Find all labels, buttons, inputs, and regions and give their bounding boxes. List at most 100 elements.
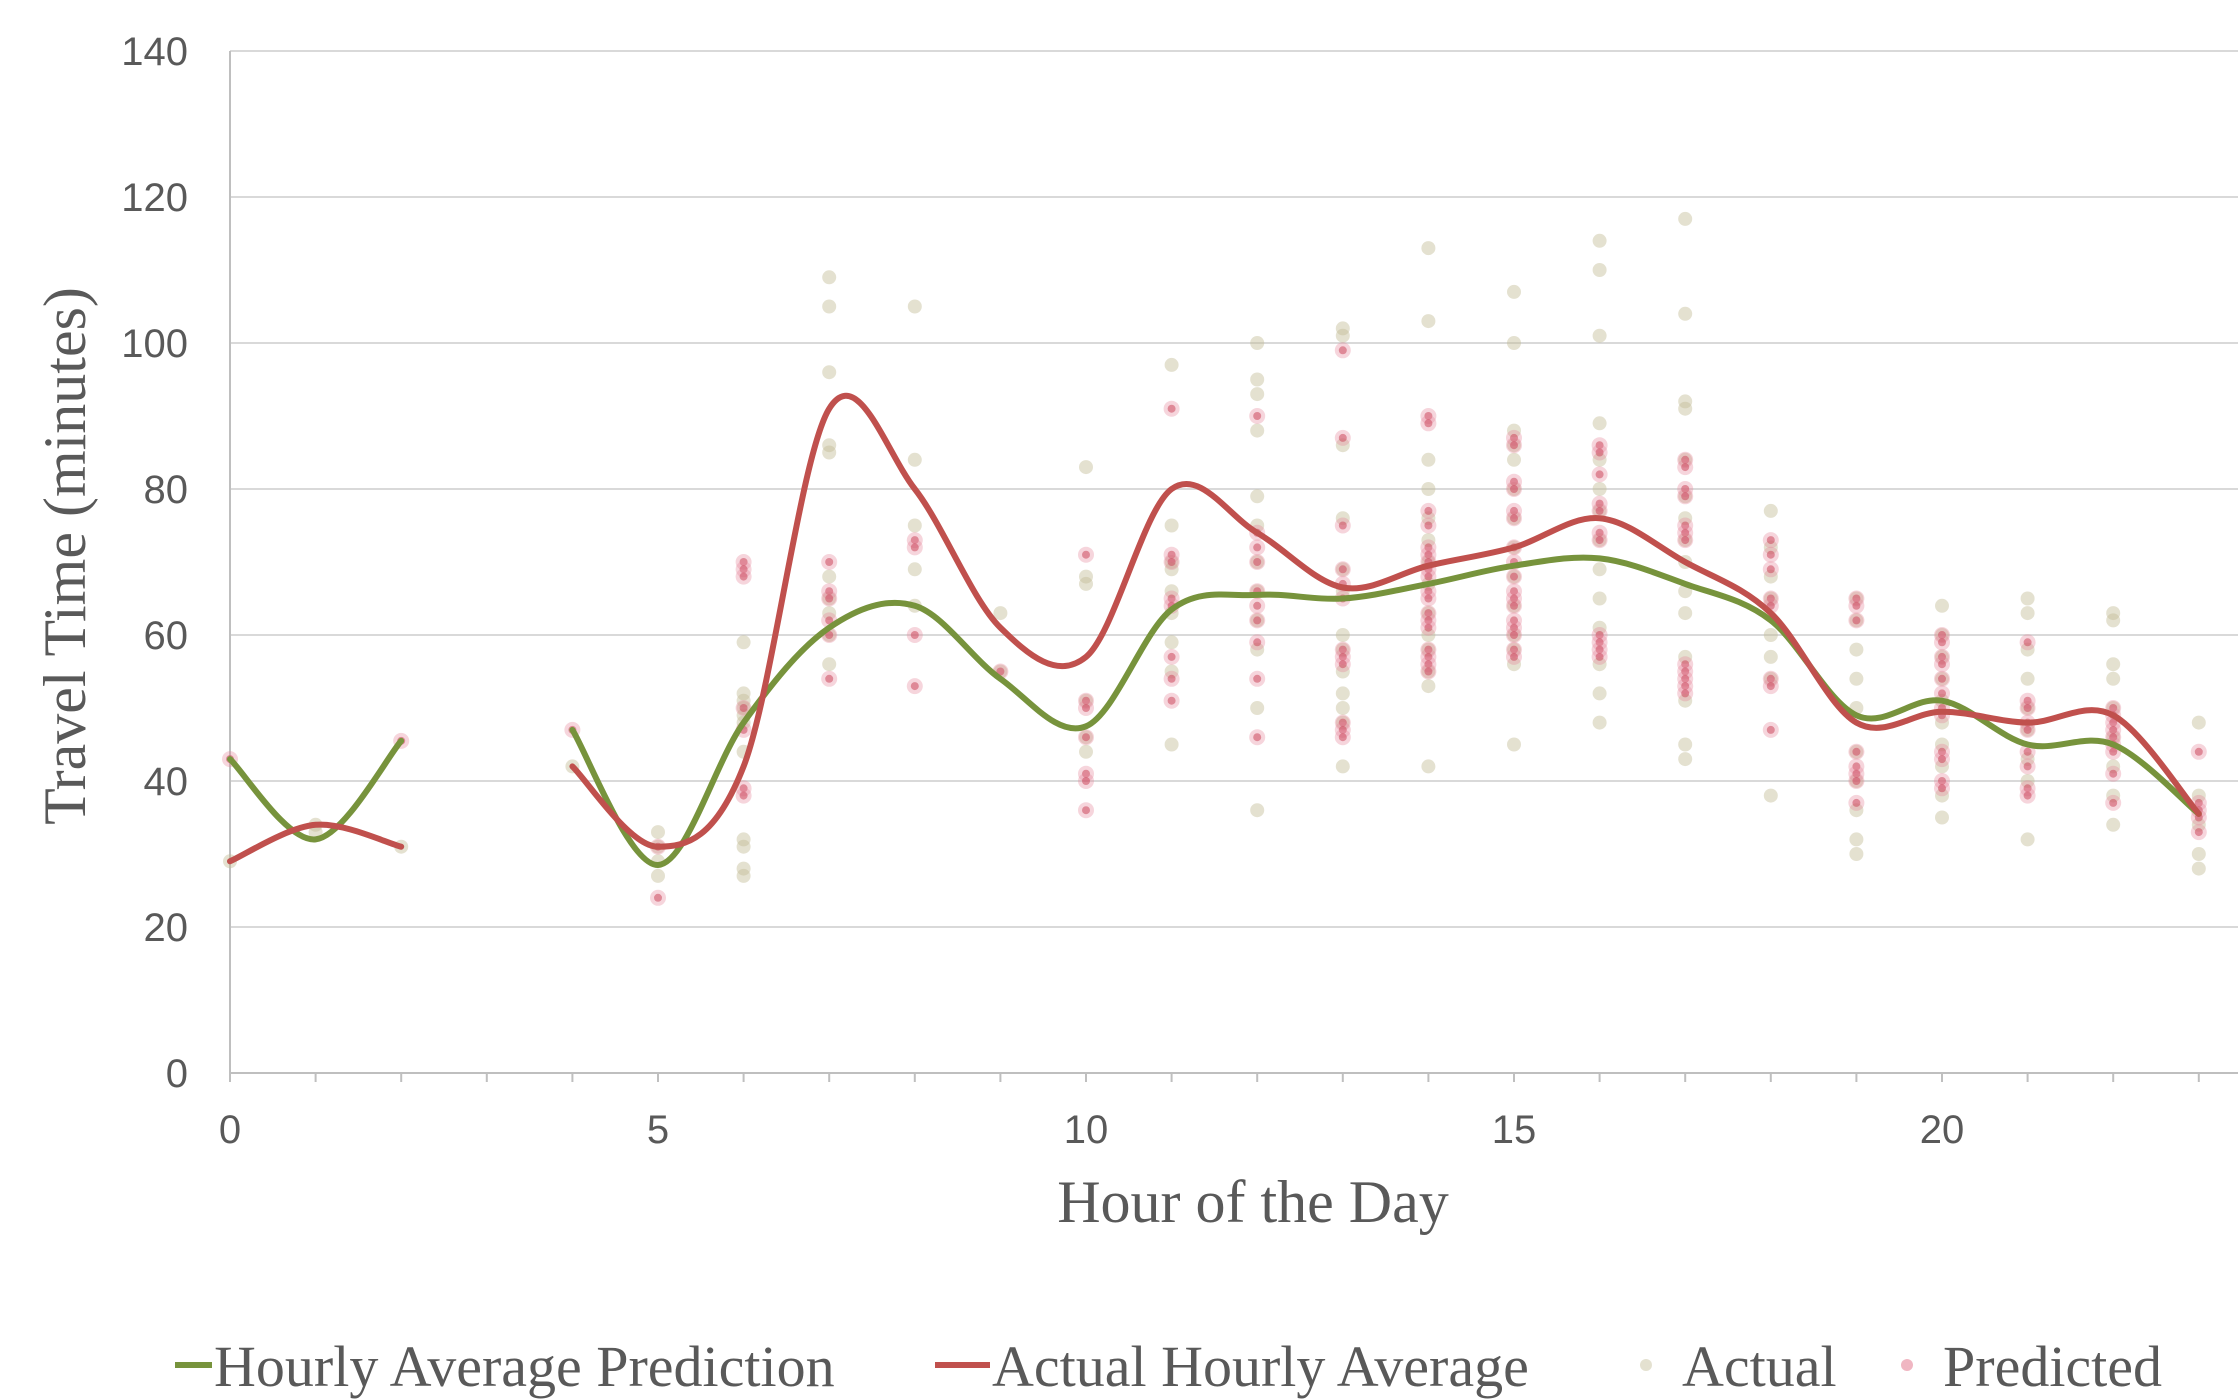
actual-point [736,832,751,847]
predicted-point-core [1595,441,1604,450]
actual-point [1250,489,1265,504]
actual-point [1592,686,1607,701]
predicted-point-core [1681,485,1690,493]
predicted-point-core [1424,616,1433,625]
predicted-point-core [2023,696,2032,705]
predicted-point-core [1766,682,1775,691]
actual-point [907,562,922,577]
actual-point [1079,569,1093,584]
actual-point [2106,657,2121,672]
actual-point [2106,671,2121,686]
predicted-point-core [1938,747,1946,756]
actual-point [651,825,665,840]
predicted-point-core [1766,725,1775,734]
actual-point [822,299,837,314]
actual-point [1678,737,1693,752]
predicted-point-core [1424,667,1433,676]
predicted-point-core [1338,645,1347,654]
actual-point [736,839,751,854]
actual-point [822,569,837,584]
x-tick-label: 20 [1920,1108,1965,1152]
predicted-point-core [654,893,662,902]
y-tick-label: 20 [144,906,189,950]
predicted-point-core [1082,733,1090,742]
predicted-point-core [1852,762,1861,771]
predicted-point-core [1938,674,1946,683]
actual-point [1507,452,1521,467]
predicted-point-core [2109,704,2118,712]
actual-hourly-average-line [569,392,2202,850]
actual-point [2020,591,2035,606]
x-tick-label: 0 [219,1108,241,1152]
predicted-point-core [1167,696,1176,705]
predicted-point-core [1938,652,1946,661]
predicted-point-core [1510,441,1518,450]
actual-point [1678,401,1693,416]
legend-label-actual: Actual [1682,1334,1837,1399]
actual-point [1164,664,1179,679]
actual-point [1421,628,1436,642]
actual-point [1678,693,1693,708]
predicted-point-core [2023,725,2032,734]
y-tick-label: 40 [144,760,189,804]
actual-point [1421,511,1436,526]
y-tick-label: 60 [144,614,189,658]
predicted-point-core [1595,528,1604,537]
actual-point [1164,562,1179,577]
predicted-point-core [2109,725,2118,734]
y-tick-label: 0 [166,1052,188,1096]
hourly-average-prediction-line [227,737,405,843]
actual-point [1335,321,1350,336]
actual-point [1250,423,1265,438]
predicted-point-core [1938,631,1946,639]
predicted-point-core [1253,601,1262,610]
predicted-point-core [1253,558,1262,566]
actual-point [1507,336,1521,350]
y-axis-title: Travel Time (minutes) [32,287,98,825]
actual-point [1250,701,1265,715]
predicted-point-core [1082,806,1090,815]
predicted-point-core [910,631,919,639]
predicted-point-core [2194,798,2203,807]
predicted-point-core [1681,528,1690,537]
predicted-point-core [1338,433,1347,442]
predicted-point-core [1253,543,1262,552]
average-lines [227,392,2202,869]
actual-point [1935,810,1949,825]
predicted-point-core [1424,550,1433,559]
predicted-point-core [1510,623,1518,632]
y-tick-label: 100 [121,322,188,366]
x-tick-label: 10 [1064,1108,1109,1152]
predicted-point-core [2109,733,2118,742]
actual-point [736,635,751,650]
actual-point [907,299,922,314]
y-tick-label: 80 [144,468,189,512]
predicted-point-core [910,536,919,545]
predicted-point-core [739,784,748,793]
predicted-point-core [1852,594,1861,603]
predicted-point-core [1510,587,1518,596]
predicted-point-core [1082,696,1090,705]
predicted-point-core [825,616,834,625]
predicted-point-core [1510,572,1518,581]
predicted-point-core [1595,499,1604,508]
legend-label-predicted: Predicted [1943,1334,2162,1399]
actual-point [1763,569,1778,584]
actual-point [1678,606,1693,621]
actual-point [1935,759,1949,774]
predicted-point-core [1510,433,1518,442]
actual-point [1164,635,1179,650]
predicted-point-core [2023,704,2032,712]
predicted-point-core [1852,769,1861,778]
predicted-point-core [1938,784,1946,793]
actual-point [1592,657,1607,672]
predicted-point-core [1510,616,1518,625]
x-tick-labels: 0 5 10 15 20 [219,1108,1964,1152]
actual-point [1421,759,1436,774]
predicted-point-core [2109,718,2118,727]
legend-label-actual-avg: Actual Hourly Average [992,1334,1529,1399]
predicted-point-core [2023,784,2032,793]
predicted-point-core [1681,536,1690,545]
predicted-point-core [1766,674,1775,683]
y-tick-labels: 0 20 40 60 80 100 120 140 [121,30,188,1096]
